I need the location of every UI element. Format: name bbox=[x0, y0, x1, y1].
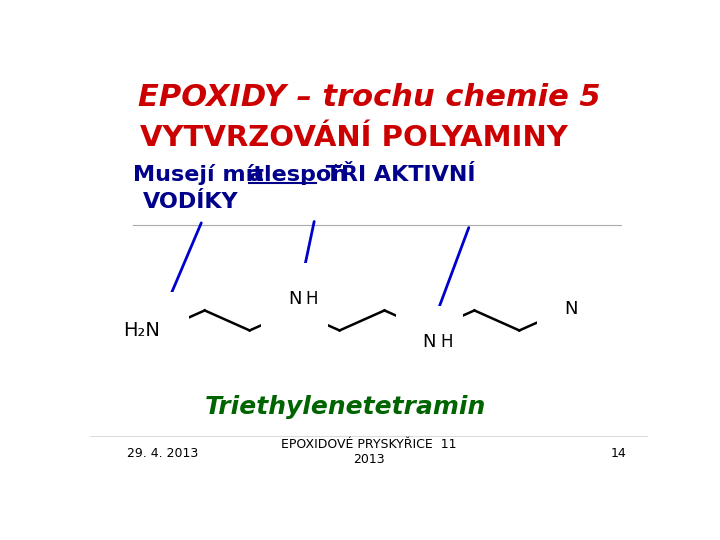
Text: Triethylenetetramin: Triethylenetetramin bbox=[205, 395, 487, 420]
Text: N: N bbox=[423, 333, 436, 351]
Text: EPOXIDY – trochu chemie 5: EPOXIDY – trochu chemie 5 bbox=[138, 83, 600, 112]
Text: VYTVRZOVÁNÍ POLYAMINY: VYTVRZOVÁNÍ POLYAMINY bbox=[140, 124, 567, 152]
Text: N: N bbox=[564, 300, 577, 318]
Text: EPOXIDOVÉ PRYSKYŘICE  11
2013: EPOXIDOVÉ PRYSKYŘICE 11 2013 bbox=[282, 438, 456, 466]
Text: Musejí mít: Musejí mít bbox=[132, 164, 271, 185]
Text: N: N bbox=[288, 290, 302, 308]
Text: H: H bbox=[441, 333, 453, 351]
Text: 14: 14 bbox=[611, 447, 626, 460]
Text: VODÍKY: VODÍKY bbox=[143, 192, 238, 212]
Text: alespoň: alespoň bbox=[249, 164, 347, 185]
Text: H: H bbox=[305, 290, 318, 308]
Text: TŘI AKTIVNÍ: TŘI AKTIVNÍ bbox=[318, 165, 475, 185]
Text: H₂N: H₂N bbox=[123, 321, 160, 340]
Text: 29. 4. 2013: 29. 4. 2013 bbox=[127, 447, 199, 460]
